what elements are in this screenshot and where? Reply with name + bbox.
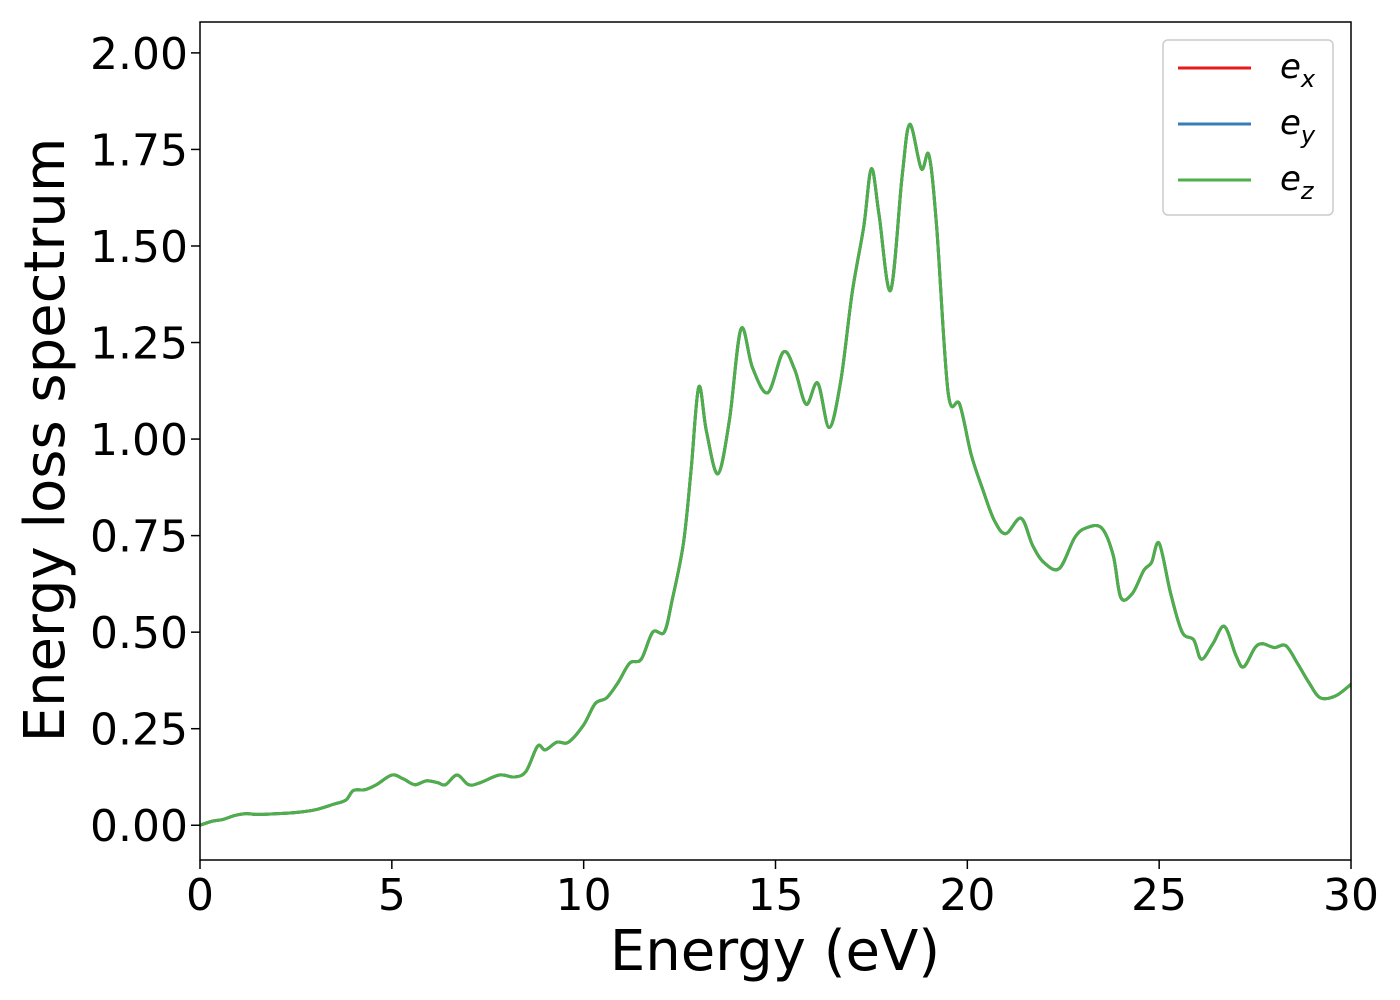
plot-background <box>200 22 1351 860</box>
x-tick-label: 25 <box>1131 870 1187 921</box>
x-tick-label: 15 <box>748 870 804 921</box>
y-tick-label: 1.00 <box>90 415 188 466</box>
y-tick-label: 0.50 <box>90 608 188 659</box>
x-tick-label: 10 <box>556 870 612 921</box>
y-tick-label: 1.75 <box>90 125 188 176</box>
y-tick-label: 1.50 <box>90 222 188 273</box>
legend-label-ey: ey <box>1280 103 1316 149</box>
x-axis-label: Energy (eV) <box>610 919 940 984</box>
y-tick-label: 0.25 <box>90 705 188 756</box>
legend-label-ez: ez <box>1280 159 1315 205</box>
y-axis-label: Energy loss spectrum <box>13 138 78 743</box>
y-tick-label: 2.00 <box>90 29 188 80</box>
y-tick-label: 0.00 <box>90 801 188 852</box>
series-layer <box>200 122 1351 827</box>
axes-layer: 0 5 10 15 20 25 30 0.00 0.25 0.50 0.75 1.00 1.25 1.50… <box>90 21 1379 921</box>
plot-area <box>200 22 1351 860</box>
legend: ex ey ez <box>1162 39 1334 216</box>
legend-label-ex: ex <box>1280 47 1316 93</box>
y-tick-label: 0.75 <box>90 512 188 563</box>
x-tick-label: 5 <box>378 870 406 921</box>
x-tick-label: 20 <box>939 870 995 921</box>
x-tick-label: 30 <box>1323 870 1379 921</box>
x-tick-label: 0 <box>186 870 214 921</box>
legend-box <box>1162 39 1334 216</box>
y-tick-label: 1.25 <box>90 319 188 370</box>
series-line-ez <box>200 122 1351 827</box>
